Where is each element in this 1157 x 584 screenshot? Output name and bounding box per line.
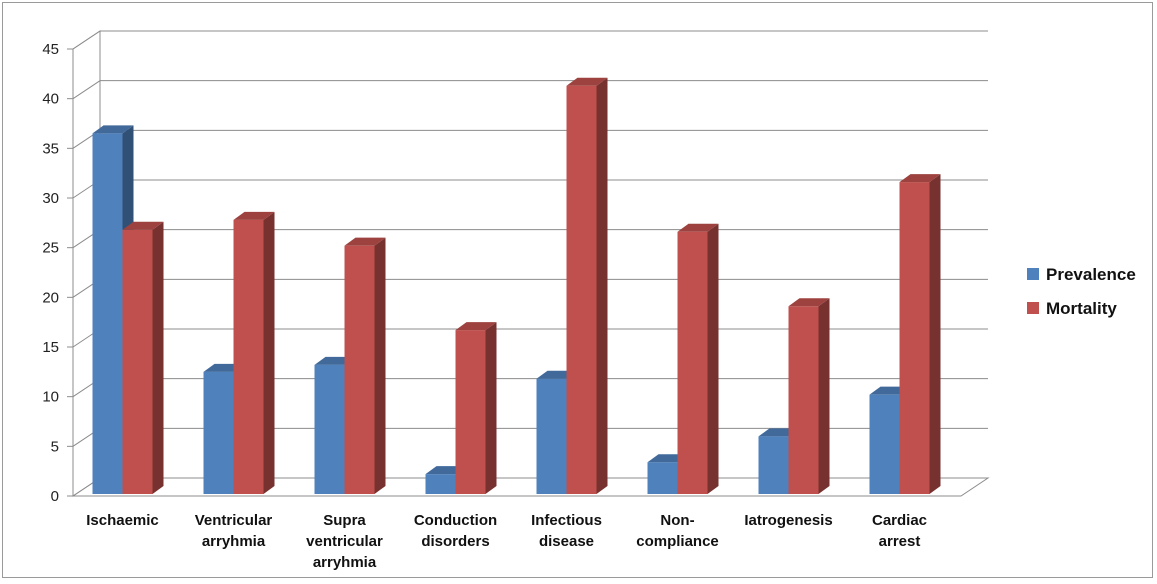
bar-front bbox=[203, 371, 234, 494]
bar-side bbox=[374, 237, 386, 494]
legend-swatch-prevalence bbox=[1027, 268, 1039, 280]
x-tick-label: Infectious disease bbox=[531, 512, 602, 550]
x-tick-label: Iatrogenesis bbox=[744, 512, 832, 529]
bar-top bbox=[344, 237, 386, 246]
y-tick-label: 10 bbox=[42, 389, 59, 406]
x-tick-label: Non-compliance bbox=[636, 512, 719, 550]
bar-front bbox=[122, 229, 153, 494]
gridline-depth bbox=[72, 80, 101, 100]
bar-front bbox=[344, 245, 375, 494]
x-tick-label: Supra ventricular arryhmia bbox=[306, 512, 383, 571]
bar-side bbox=[707, 223, 719, 495]
x-tick-label: Ventricular arryhmia bbox=[195, 512, 273, 550]
bar-mortality bbox=[899, 174, 941, 494]
bar-side bbox=[152, 221, 164, 494]
y-tick-label: 35 bbox=[42, 140, 59, 157]
bar-top bbox=[92, 125, 134, 134]
bar-front bbox=[92, 133, 123, 494]
bar-front bbox=[899, 182, 930, 494]
x-tick-label: Conduction disorders bbox=[414, 512, 497, 550]
bar-front bbox=[314, 364, 345, 494]
bar-front bbox=[536, 378, 567, 494]
x-tick-label: Ischaemic bbox=[86, 512, 159, 529]
bar-side bbox=[263, 211, 275, 494]
bar-top bbox=[233, 211, 275, 220]
bar-top bbox=[566, 77, 608, 86]
bars bbox=[92, 77, 941, 495]
y-tick-label: 15 bbox=[42, 339, 59, 356]
bar-front bbox=[566, 85, 597, 495]
bar-mortality bbox=[566, 77, 608, 495]
bar-top bbox=[455, 322, 497, 331]
bar-top bbox=[122, 221, 164, 230]
bar-mortality bbox=[788, 298, 830, 494]
bar-mortality bbox=[233, 211, 275, 494]
bar-front bbox=[677, 231, 708, 495]
bar-side bbox=[485, 322, 497, 494]
bar-mortality bbox=[677, 223, 719, 495]
legend-swatch-mortality bbox=[1027, 302, 1039, 314]
x-tick-label: Cardiac arrest bbox=[872, 512, 927, 550]
y-tick-label: 20 bbox=[42, 289, 59, 306]
y-tick-label: 25 bbox=[42, 240, 59, 257]
y-axis-ticks: 0 5 10 15 20 25 30 35 40 45 bbox=[42, 41, 73, 505]
bar-side bbox=[818, 298, 830, 494]
bar-mortality bbox=[122, 221, 164, 494]
floor bbox=[71, 477, 990, 497]
bar-side bbox=[596, 77, 608, 495]
x-axis-ticks: Ischaemic Ventricular arryhmia Supra ventric… bbox=[86, 512, 927, 571]
bar-front bbox=[455, 330, 486, 494]
bar-top bbox=[788, 298, 830, 307]
bar-front bbox=[788, 306, 819, 494]
y-tick-label: 0 bbox=[51, 488, 59, 505]
bar-front bbox=[233, 219, 264, 494]
bar-front bbox=[647, 462, 678, 494]
legend-label-prevalence: Prevalence bbox=[1046, 265, 1136, 284]
bar-mortality bbox=[344, 237, 386, 494]
bar-top bbox=[899, 174, 941, 183]
bar-front bbox=[758, 436, 789, 494]
bar-chart: 0 5 10 15 20 25 30 35 40 45 Ischaemic Ventricular a… bbox=[42, 30, 1136, 571]
legend-label-mortality: Mortality bbox=[1046, 299, 1117, 318]
bar-side bbox=[929, 174, 941, 494]
bar-front bbox=[869, 394, 900, 494]
bar-mortality bbox=[455, 322, 497, 494]
bar-top bbox=[677, 223, 719, 232]
legend: Prevalence Mortality bbox=[1027, 265, 1136, 318]
bar-front bbox=[425, 474, 456, 494]
y-tick-label: 40 bbox=[42, 91, 59, 108]
y-tick-label: 45 bbox=[42, 41, 59, 58]
y-tick-label: 5 bbox=[51, 438, 59, 455]
gridline-depth bbox=[72, 30, 101, 50]
y-tick-label: 30 bbox=[42, 190, 59, 207]
